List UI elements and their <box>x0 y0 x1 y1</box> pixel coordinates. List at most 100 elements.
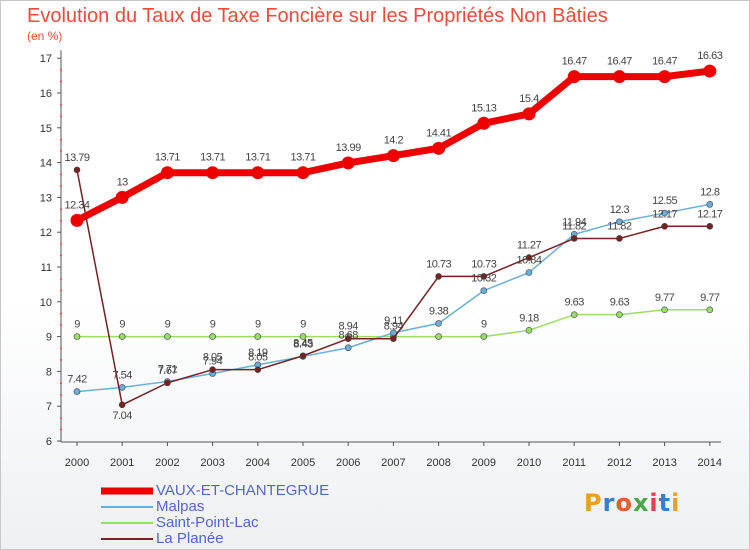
data-label: 16.63 <box>697 50 722 62</box>
data-label: 7.94 <box>203 355 223 367</box>
y-minor-tick <box>60 277 62 280</box>
data-label: 14.41 <box>426 127 451 139</box>
data-label: 9.63 <box>610 297 630 309</box>
y-minor-tick <box>60 324 62 327</box>
data-label: 9 <box>481 319 487 331</box>
data-point <box>164 333 171 340</box>
legend-label: Saint-Point-Lac <box>156 514 259 531</box>
data-point <box>206 166 220 180</box>
data-point <box>118 333 126 340</box>
y-minor-tick <box>60 289 62 292</box>
x-tick-label: 2006 <box>336 457 360 469</box>
data-point <box>661 222 668 230</box>
data-label: 10.84 <box>516 255 541 267</box>
y-tick-label: 9 <box>46 332 52 344</box>
data-label: 10.32 <box>471 273 496 285</box>
y-tick-label: 11 <box>41 262 52 274</box>
x-tick-label: 2004 <box>246 457 270 469</box>
x-tick-label: 2013 <box>652 457 676 469</box>
logo-letter: i <box>649 489 659 517</box>
y-minor-tick <box>60 173 62 176</box>
data-label: 9.63 <box>564 297 584 309</box>
data-point <box>299 352 307 360</box>
y-minor-tick <box>60 208 62 211</box>
data-label: 13.71 <box>200 152 225 164</box>
data-label: 7.04 <box>112 410 132 422</box>
data-point <box>344 344 352 352</box>
y-minor-tick <box>60 358 62 361</box>
legend-label: VAUX-ET-CHANTEGRUE <box>156 482 330 499</box>
data-point <box>73 166 81 174</box>
data-point <box>661 306 668 314</box>
data-label: 7.54 <box>112 369 132 381</box>
data-label: 9 <box>165 319 171 331</box>
x-tick-label: 2005 <box>291 457 315 469</box>
y-tick-label: 10 <box>40 297 52 309</box>
y-tick-label: 8 <box>46 366 52 378</box>
x-tick-label: 2007 <box>381 457 405 469</box>
data-point <box>254 333 262 340</box>
data-point <box>525 269 533 276</box>
data-label: 9.11 <box>384 315 403 327</box>
x-tick-label: 2010 <box>517 457 541 469</box>
data-label: 12.8 <box>700 186 720 198</box>
legend-label: Malpas <box>156 498 205 515</box>
data-label: 7.71 <box>158 363 178 375</box>
data-label: 7.67 <box>158 365 178 377</box>
data-point <box>118 401 126 409</box>
data-point <box>435 320 442 327</box>
y-minor-tick <box>60 382 62 385</box>
data-point <box>706 201 714 208</box>
data-label: 10.73 <box>426 258 451 270</box>
x-tick-label: 2011 <box>562 457 586 469</box>
y-minor-tick <box>60 347 62 350</box>
legend-swatch <box>101 506 153 508</box>
data-label: 12.34 <box>64 199 89 211</box>
data-label: 14.2 <box>384 135 404 147</box>
y-minor-tick <box>60 150 62 153</box>
legend-swatch <box>101 538 153 540</box>
data-label: 8.94 <box>338 321 358 333</box>
data-point <box>164 379 171 387</box>
x-tick-label: 2009 <box>472 457 496 469</box>
data-point <box>658 70 672 84</box>
data-label: 11.82 <box>607 220 632 232</box>
data-point <box>299 333 307 340</box>
data-label: 11.82 <box>562 220 587 232</box>
series-layer <box>70 64 717 409</box>
axes: 6 7 8 9 10 11 12 13 14 15 16 17 2000 2001 2002 2003 2004… <box>40 50 722 469</box>
x-tick-label: 2002 <box>155 457 179 469</box>
data-point <box>661 209 668 217</box>
y-minor-tick <box>60 312 62 315</box>
y-tick-label: 17 <box>40 53 52 65</box>
chart-title: Evolution du Taux de Taxe Foncière sur l… <box>27 5 608 27</box>
data-point <box>70 213 84 227</box>
data-point <box>296 166 310 180</box>
data-point <box>567 70 581 84</box>
data-point <box>341 156 355 170</box>
data-label: 8.05 <box>248 352 268 364</box>
data-point <box>703 64 717 78</box>
y-tick-label: 13 <box>40 192 52 204</box>
logo-letter: o <box>615 489 633 517</box>
data-point <box>616 311 623 318</box>
data-label: 13.71 <box>290 152 315 164</box>
data-label: 7.42 <box>67 374 87 386</box>
series-la-plan-e <box>73 166 714 409</box>
data-label: 9 <box>119 319 125 331</box>
data-label: 12.17 <box>697 208 722 220</box>
y-minor-tick <box>60 393 62 396</box>
y-minor-tick <box>60 80 62 83</box>
data-label: 11.94 <box>562 216 587 228</box>
y-tick-label: 15 <box>40 123 52 135</box>
y-minor-tick <box>60 69 62 72</box>
data-point <box>616 235 623 242</box>
data-point <box>432 141 446 155</box>
data-label: 15.13 <box>471 102 496 114</box>
data-label: 9.38 <box>429 305 449 317</box>
data-label: 8.94 <box>384 321 404 333</box>
data-label: 9 <box>300 319 306 331</box>
y-minor-tick <box>60 254 62 257</box>
data-point <box>209 333 216 340</box>
